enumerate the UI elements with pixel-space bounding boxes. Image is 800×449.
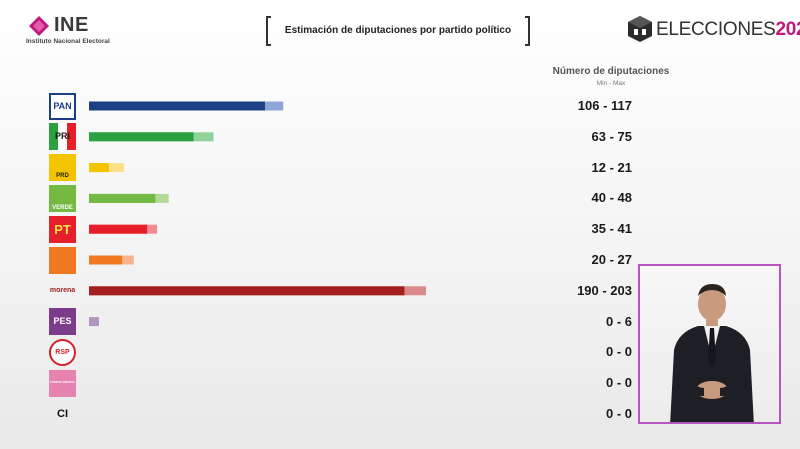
- ine-logo-fullname: Instituto Nacional Electoral: [26, 38, 110, 45]
- range-label-fuerza-mexico: 0 - 0: [605, 375, 632, 391]
- value-column-subtitle: Min - Max: [596, 80, 626, 87]
- party-logo-verde: VERDE: [49, 184, 76, 212]
- chart-title-box: Estimación de diputaciones por partido p…: [266, 16, 530, 46]
- party-logo-morena: morena: [49, 277, 76, 304]
- range-label-pri: 63 - 75: [591, 128, 632, 144]
- party-logo-fuerza-mexico: FUERZA MÉXICO: [49, 369, 76, 397]
- range-label-ci: 0 - 0: [605, 406, 632, 421]
- party-logo-ci: CI: [49, 401, 76, 428]
- range-label-morena: 190 - 203: [577, 282, 632, 298]
- party-logo-label-prd: PRD: [56, 173, 69, 180]
- party-logo-label-verde: VERDE: [52, 204, 73, 211]
- range-label-rsp: 0 - 0: [605, 344, 632, 360]
- ballot-box-icon: [628, 16, 652, 42]
- sign-language-interpreter-video: [638, 264, 781, 424]
- party-logo-label-fuerza-mexico: FUERZA MÉXICO: [50, 379, 75, 384]
- party-logo-pan: PAN: [49, 92, 76, 120]
- party-logo-pes: PES: [49, 308, 76, 336]
- party-logo-rsp: RSP: [49, 338, 76, 366]
- chart-title: Estimación de diputaciones por partido p…: [284, 25, 512, 36]
- party-logo-label-pri: PRI: [54, 131, 70, 142]
- interpreter-figure: [670, 284, 754, 422]
- range-label-verde: 40 - 48: [591, 190, 632, 206]
- party-logo-prd: PRD: [49, 154, 76, 182]
- bracket-right: [525, 16, 530, 46]
- range-label-pan: 106 - 117: [577, 98, 632, 113]
- party-logo-label-morena: morena: [49, 287, 76, 295]
- bar-min-pan: [89, 101, 265, 111]
- bar-min-mc: [89, 255, 123, 265]
- bar-min-pri: [89, 132, 194, 142]
- elecciones-word: ELECCIONES: [656, 19, 776, 40]
- range-label-prd: 12 - 21: [591, 159, 632, 175]
- party-logo-label-pan: PAN: [53, 100, 72, 111]
- range-label-pes: 0 - 6: [605, 313, 632, 329]
- party-logo-label-pt: PT: [54, 221, 71, 237]
- party-logo-pri: PRI: [49, 123, 76, 151]
- elecciones-year: 2021: [775, 19, 800, 40]
- ine-logo: INE Instituto Nacional Electoral: [26, 14, 126, 48]
- bar-min-prd: [89, 163, 109, 173]
- party-logo-label-ci: CI: [57, 407, 68, 420]
- range-label-mc: 20 - 27: [591, 252, 632, 267]
- bar-max-pes: [89, 317, 99, 327]
- bar-min-pt: [89, 224, 148, 234]
- value-column-title: Número de diputaciones: [552, 66, 670, 77]
- party-logo-label-rsp: RSP: [55, 348, 70, 356]
- ine-diamond-icon: [29, 16, 49, 36]
- range-label-pt: 35 - 41: [591, 221, 632, 237]
- party-logo-pt: PT: [49, 215, 76, 243]
- party-logo-label-pes: PES: [53, 316, 72, 327]
- ine-logo-name: INE: [54, 14, 89, 36]
- bracket-left: [266, 16, 271, 46]
- party-logo-mc: [49, 246, 76, 274]
- bar-min-verde: [89, 193, 156, 203]
- bar-min-morena: [89, 286, 405, 296]
